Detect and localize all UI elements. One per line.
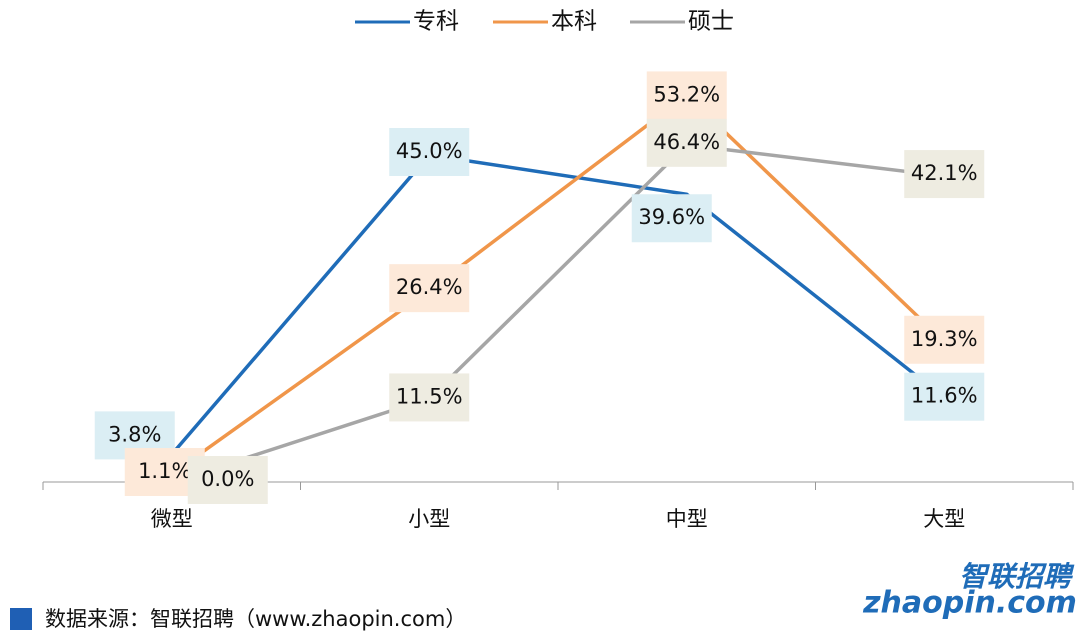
source-note: 数据来源：智联招聘（www.zhaopin.com） — [45, 607, 466, 631]
logo-top: 智联招聘 — [959, 560, 1075, 593]
data-label: 46.4% — [653, 130, 720, 154]
data-label: 42.1% — [911, 161, 978, 185]
label-box — [904, 372, 985, 421]
data-label: 11.5% — [396, 384, 463, 408]
data-label: 11.6% — [911, 384, 978, 408]
data-label: 3.8% — [108, 422, 161, 446]
label-box — [904, 150, 985, 199]
data-label: 26.4% — [396, 275, 463, 299]
data-label: 39.6% — [638, 205, 705, 229]
label-box — [904, 315, 985, 364]
series-line — [171, 142, 945, 484]
x-tick-label: 中型 — [666, 507, 708, 531]
label-box — [389, 128, 470, 176]
x-tick-label: 小型 — [408, 507, 450, 531]
data-label: 19.3% — [911, 327, 978, 351]
data-label: 45.0% — [396, 139, 463, 163]
series-line — [170, 93, 946, 476]
legend-label: 本科 — [551, 9, 597, 35]
label-box — [389, 373, 470, 422]
source-marker — [10, 608, 32, 630]
legend-label: 硕士 — [688, 9, 734, 35]
series-line — [170, 153, 946, 456]
data-label: 0.0% — [201, 467, 254, 491]
data-label: 53.2% — [653, 82, 720, 106]
label-box — [187, 456, 268, 504]
x-tick-label: 微型 — [151, 507, 193, 531]
logo-bottom: zhaopin.com — [862, 586, 1077, 621]
label-box — [631, 194, 712, 243]
label-box — [646, 118, 727, 167]
legend-label: 专科 — [413, 9, 459, 35]
label-box — [389, 264, 470, 313]
label-box — [646, 71, 727, 120]
data-label: 1.1% — [138, 459, 191, 483]
x-tick-label: 大型 — [923, 507, 965, 531]
